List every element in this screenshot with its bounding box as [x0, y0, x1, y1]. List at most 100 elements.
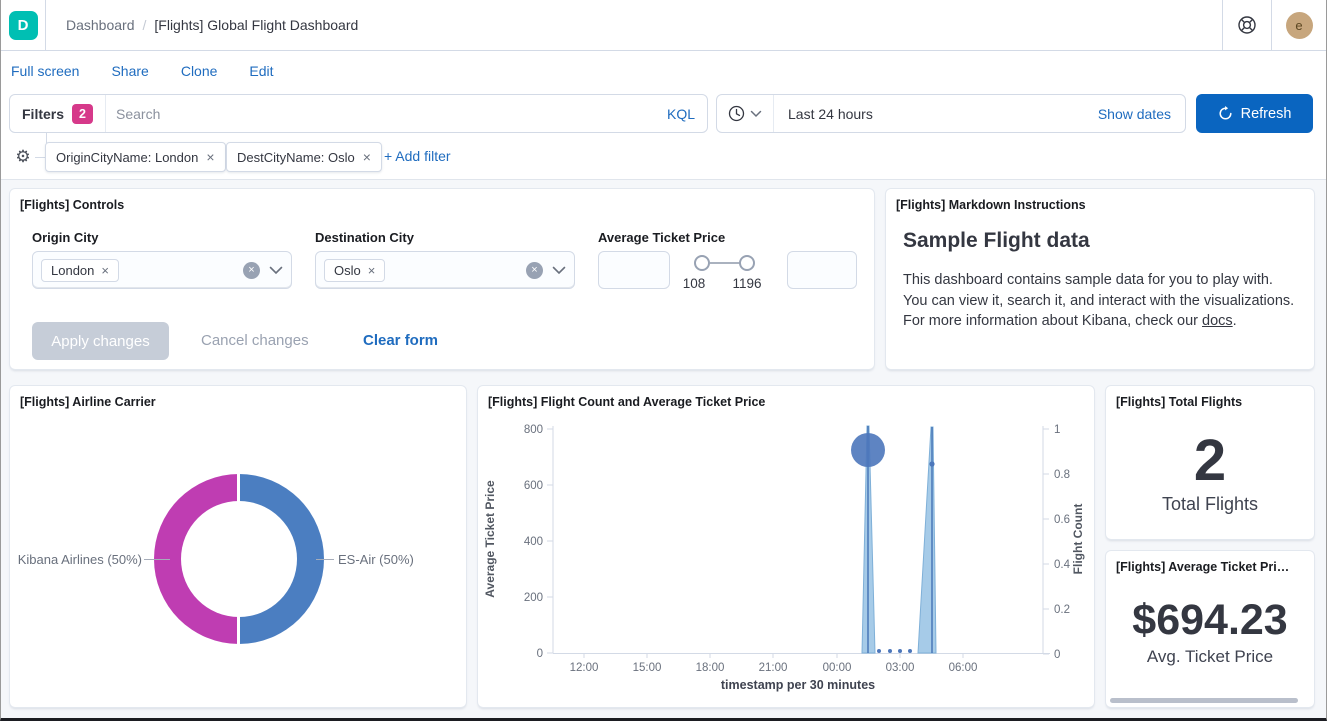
panel-flights-controls: [Flights] Controls Origin City London × … — [9, 188, 875, 370]
time-range-display[interactable]: Last 24 hours — [788, 105, 873, 122]
svg-text:400: 400 — [524, 536, 543, 548]
avg-ticket-price-label: Average Ticket Price — [598, 230, 726, 245]
filters-label: Filters — [22, 105, 65, 122]
filter-pill-label: DestCityName: Oslo — [237, 149, 355, 165]
svg-text:0.8: 0.8 — [1054, 469, 1070, 481]
user-avatar: e — [1285, 11, 1313, 39]
filters-menu-button[interactable]: Filters 2 — [10, 95, 107, 132]
refresh-button[interactable]: Refresh — [1196, 94, 1313, 133]
svg-text:1: 1 — [1054, 424, 1060, 436]
markdown-heading: Sample Flight data — [903, 229, 1090, 252]
svg-text:00:00: 00:00 — [823, 662, 852, 674]
remove-filter-icon[interactable]: × — [362, 149, 371, 165]
left-axis-title: Average Ticket Price — [483, 480, 497, 598]
destination-city-combobox[interactable]: Oslo × × — [315, 251, 575, 289]
topbar-right-actions: e — [1222, 0, 1326, 50]
filter-pills-row: ⚙ OriginCityName: London × DestCityName:… — [1, 133, 1326, 174]
docs-link[interactable]: docs — [1202, 313, 1233, 330]
time-picker-quick-menu-button[interactable] — [717, 95, 774, 132]
svg-text:0.2: 0.2 — [1054, 604, 1070, 616]
panel-title: [Flights] Markdown Instructions — [896, 198, 1086, 212]
clear-combobox-icon[interactable]: × — [526, 261, 543, 279]
panel-total-flights: [Flights] Total Flights 2 Total Flights — [1105, 385, 1315, 540]
help-menu-button[interactable] — [1223, 0, 1271, 50]
price-range-slider-handle-max[interactable] — [739, 255, 755, 271]
avg-ticket-price-value: $694.23 — [1132, 596, 1288, 644]
refresh-icon — [1219, 106, 1232, 120]
topbar-divider — [1271, 0, 1272, 50]
price-range-slider-track[interactable] — [710, 262, 747, 264]
left-axis-ticks — [547, 428, 553, 654]
panel-flight-count-price-chart: [Flights] Flight Count and Average Ticke… — [477, 385, 1095, 708]
horizontal-scrollbar[interactable] — [1110, 698, 1298, 703]
donut-hole — [181, 501, 297, 617]
svg-text:03:00: 03:00 — [886, 662, 915, 674]
clear-form-button[interactable]: Clear form — [363, 332, 439, 349]
flight-count-bubble-large[interactable] — [851, 433, 885, 467]
clone-button[interactable]: Clone — [180, 62, 218, 79]
timeseries-chart[interactable]: 800 600 400 200 0 1 0.8 0.6 0.4 — [478, 386, 1096, 709]
origin-city-combobox[interactable]: London × × — [32, 251, 292, 289]
area-spike-2[interactable] — [917, 426, 937, 654]
x-axis-title: timestamp per 30 minutes — [721, 678, 875, 692]
kql-language-button[interactable]: KQL — [666, 105, 695, 122]
svg-text:0: 0 — [537, 648, 543, 660]
search-input[interactable] — [106, 95, 655, 132]
svg-text:0.6: 0.6 — [1054, 514, 1070, 526]
svg-text:18:00: 18:00 — [696, 662, 725, 674]
breadcrumb-dashboard-link[interactable]: Dashboard — [66, 17, 135, 33]
user-menu-button[interactable]: e — [1272, 0, 1326, 50]
gear-connector-line — [35, 157, 46, 158]
origin-city-label: Origin City — [32, 230, 99, 245]
donut-separator-top — [237, 474, 240, 502]
time-picker: Last 24 hours Show dates — [716, 94, 1186, 133]
destination-city-selection-pill[interactable]: Oslo × — [324, 258, 386, 282]
app-logo-button[interactable]: D — [1, 0, 46, 50]
x-axis-ticks — [583, 653, 964, 658]
breadcrumb-separator: / — [142, 17, 147, 33]
clear-combobox-icon[interactable]: × — [243, 261, 260, 279]
price-min-input[interactable] — [598, 251, 670, 289]
baseline-data-points[interactable] — [877, 649, 912, 653]
price-min-value: 108 — [682, 276, 706, 291]
avg-ticket-price-label: Avg. Ticket Price — [1146, 647, 1274, 666]
filter-options-gear-button[interactable]: ⚙ — [12, 146, 34, 168]
full-screen-button[interactable]: Full screen — [11, 62, 80, 79]
chevron-down-icon[interactable] — [552, 266, 566, 275]
edit-button[interactable]: Edit — [249, 62, 274, 79]
svg-text:21:00: 21:00 — [759, 662, 788, 674]
pie-label-kibana-airlines[interactable]: Kibana Airlines (50%) — [17, 552, 142, 567]
svg-text:0.4: 0.4 — [1054, 559, 1071, 571]
remove-selection-icon[interactable]: × — [101, 262, 109, 278]
pie-leader-line-left — [144, 559, 170, 560]
filter-pill-origin-city[interactable]: OriginCityName: London × — [45, 142, 226, 172]
x-axis-tick-labels: 12:00 15:00 18:00 21:00 00:00 03:00 06:0… — [570, 662, 978, 674]
top-navigation-bar: D Dashboard / [Flights] Global Flight Da… — [1, 0, 1326, 51]
right-axis-title: Flight Count — [1071, 504, 1085, 575]
add-filter-button[interactable]: + Add filter — [384, 148, 451, 164]
svg-text:12:00: 12:00 — [570, 662, 599, 674]
origin-city-selection-pill[interactable]: London × — [41, 258, 119, 282]
cancel-changes-button[interactable]: Cancel changes — [201, 332, 309, 349]
topbar-divider — [1222, 0, 1223, 50]
selection-label: London — [51, 262, 95, 278]
markdown-text: . — [1232, 313, 1237, 330]
price-max-input[interactable] — [787, 251, 857, 289]
panel-markdown-instructions: [Flights] Markdown Instructions Sample F… — [885, 188, 1315, 370]
filter-pill-dest-city[interactable]: DestCityName: Oslo × — [226, 142, 382, 172]
price-range-slider-handle-min[interactable] — [694, 255, 710, 271]
apply-changes-button[interactable]: Apply changes — [32, 322, 169, 360]
remove-selection-icon[interactable]: × — [367, 262, 376, 278]
share-button[interactable]: Share — [111, 62, 149, 79]
left-axis-tick-labels: 800 600 400 200 0 — [524, 424, 543, 660]
panel-title: [Flights] Total Flights — [1116, 395, 1243, 409]
show-dates-button[interactable]: Show dates — [1097, 105, 1171, 122]
flight-count-bubble-small[interactable] — [929, 461, 935, 467]
panel-title: [Flights] Average Ticket Pri… — [1116, 560, 1290, 574]
pie-label-es-air[interactable]: ES-Air (50%) — [338, 552, 414, 567]
chevron-down-icon[interactable] — [269, 266, 283, 275]
remove-filter-icon[interactable]: × — [206, 149, 215, 165]
panel-title: [Flights] Flight Count and Average Ticke… — [488, 395, 766, 409]
panel-title: [Flights] Controls — [20, 198, 125, 212]
